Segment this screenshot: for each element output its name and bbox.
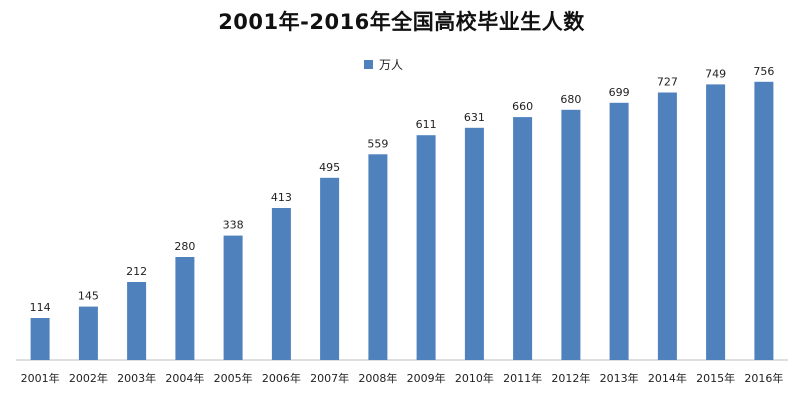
x-tick-label-2011年: 2011年 [503,371,542,385]
data-label-2001年: 114 [30,301,51,314]
bar-2003年 [127,282,147,360]
data-label-2006年: 413 [271,191,292,204]
x-tick-label-2005年: 2005年 [214,371,253,385]
x-tick-label-2014年: 2014年 [648,371,687,385]
bar-2015年 [706,84,726,361]
data-label-2007年: 495 [319,161,340,174]
x-tick-label-2004年: 2004年 [165,371,204,385]
x-tick-label-2006年: 2006年 [262,371,301,385]
bar-2014年 [657,92,677,360]
x-tick-label-2008年: 2008年 [358,371,397,385]
x-tick-label-2007年: 2007年 [310,371,349,385]
legend-label: 万人 [379,58,404,72]
x-tick-label-2013年: 2013年 [600,371,639,385]
bar-2013年 [609,102,629,361]
data-label-2011年: 660 [512,100,533,113]
bar-2012年 [561,109,581,360]
x-tick-label-2010年: 2010年 [455,371,494,385]
x-tick-label-2012年: 2012年 [551,371,590,385]
x-tick-label-2003年: 2003年 [117,371,156,385]
bar-2002年 [78,306,98,360]
x-tick-label-2009年: 2009年 [407,371,446,385]
bar-2001年 [30,318,50,360]
data-label-2005年: 338 [223,219,244,232]
x-tick-label-2001年: 2001年 [21,371,60,385]
data-label-2003年: 212 [126,265,147,278]
bar-2009年 [416,135,436,360]
bar-2010年 [464,127,484,360]
data-label-2002年: 145 [78,290,99,303]
legend-swatch [364,60,373,69]
x-tick-label-2015年: 2015年 [696,371,735,385]
data-label-2013年: 699 [609,86,630,99]
data-label-2008年: 559 [367,137,388,150]
bar-2016年 [754,81,774,361]
bar-2007年 [320,177,340,360]
data-label-2012年: 680 [560,93,581,106]
data-label-2015年: 749 [705,67,726,80]
data-label-2014年: 727 [657,76,678,89]
data-label-2010年: 631 [464,111,485,124]
data-label-2004年: 280 [174,240,195,253]
bar-2011年 [513,117,533,360]
data-label-2009年: 611 [416,118,437,131]
legend: 万人 [364,56,403,73]
bar-2005年 [223,235,243,360]
bar-2008年 [368,154,388,360]
chart-title: 2001年-2016年全国高校毕业生人数 [218,10,585,34]
bar-2006年 [271,208,291,360]
data-label-2016年: 756 [753,65,774,78]
bar-2004年 [175,257,195,360]
x-tick-label-2016年: 2016年 [744,371,783,385]
x-tick-label-2002年: 2002年 [69,371,108,385]
